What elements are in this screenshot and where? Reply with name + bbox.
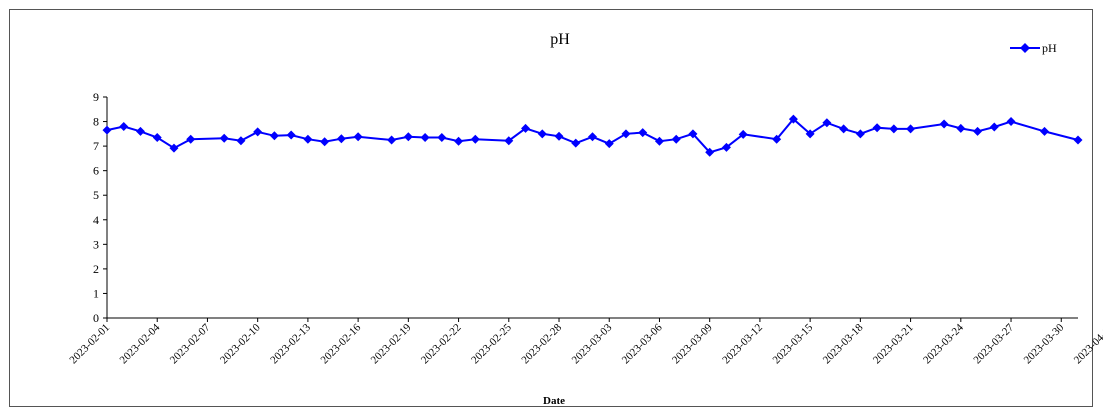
data-point-marker [169,143,179,153]
data-point-marker [721,142,731,152]
data-point-marker [671,134,681,144]
data-point-marker [906,124,916,134]
x-tick-label: 2023-03-15 [770,321,815,366]
x-tick-label: 2023-02-01 [67,322,112,367]
data-point-marker [621,129,631,139]
data-point-marker [236,136,246,146]
data-point-marker [855,129,865,139]
data-point-marker [403,132,413,142]
y-tick-label: 0 [93,311,99,325]
x-tick-label: 2023-03-12 [720,322,765,367]
data-point-marker [1073,135,1083,145]
data-point-marker [437,133,447,143]
data-point-marker [989,122,999,132]
x-tick-label: 2023-02-16 [318,321,363,366]
data-point-marker [872,123,882,133]
x-tick-label: 2023-02-28 [519,321,564,366]
data-point-marker [939,119,949,129]
data-point-marker [102,125,112,135]
y-tick-label: 3 [93,237,99,251]
x-tick-label: 2023-03-27 [971,321,1016,366]
data-point-marker [269,131,279,141]
data-point-marker [353,132,363,142]
chart-title: pH [550,31,570,48]
x-tick-label: 2023-03-24 [921,321,966,366]
data-point-marker [839,124,849,134]
x-tick-label: 2023-02-04 [118,321,163,366]
data-point-marker [772,134,782,144]
data-point-marker [286,130,296,140]
data-point-marker [688,129,698,139]
y-tick-label: 6 [93,164,99,178]
data-point-marker [805,129,815,139]
chart-frame [9,9,1093,407]
data-point-marker [571,138,581,148]
data-point-marker [219,133,229,143]
data-point-marker [705,147,715,157]
x-axis-title: Date [543,395,565,407]
axes [103,96,1078,322]
data-point-marker [303,134,313,144]
x-tick-label: 2023-03-18 [821,321,866,366]
data-point-marker [135,126,145,136]
x-tick-label: 2023-02-10 [218,321,263,366]
y-tick-label: 4 [93,213,99,227]
data-point-marker [554,131,564,141]
series-line-pH [106,117,1079,154]
y-tick-label: 7 [93,139,99,153]
data-point-marker [387,135,397,145]
data-point-marker [788,114,798,124]
data-point-marker [186,134,196,144]
x-tick-label: 2023-02-25 [469,321,514,366]
data-point-marker [604,139,614,149]
x-tick-label: 2023-03-30 [1022,321,1067,366]
data-point-marker [420,133,430,143]
data-point-marker [253,127,263,137]
x-tick-label: 2023-02-13 [268,321,313,366]
series-layer [102,114,1083,157]
data-point-marker [822,118,832,128]
legend-label: pH [1042,41,1057,55]
y-tick-label: 2 [93,262,99,276]
x-tick-label: 2023-03-09 [670,321,715,366]
legend-marker [1020,43,1030,53]
x-tick-label: 2023-02-07 [168,321,213,366]
data-point-marker [738,129,748,139]
x-tick-label: 2023-03-06 [620,321,665,366]
legend: pH [1010,41,1057,55]
y-tick-label: 8 [93,115,99,129]
x-tick-label: 2023-04-02 [1072,322,1103,367]
x-tick-label: 2023-02-22 [419,322,464,367]
data-point-marker [1006,117,1016,127]
x-tick-labels: 2023-02-01 2023-02-04 2023-02-07 2023-02-10… [67,321,1103,366]
data-point-marker [973,126,983,136]
x-tick-label: 2023-03-21 [871,322,916,367]
data-point-marker [336,134,346,144]
data-point-marker [152,133,162,143]
y-tick-labels: 0 1 2 3 4 5 6 7 8 9 [93,90,99,325]
data-point-marker [638,128,648,138]
x-tick-label: 2023-02-19 [369,321,414,366]
data-point-marker [504,136,514,146]
data-point-marker [454,136,464,146]
y-tick-label: 5 [93,188,99,202]
y-tick-label: 1 [93,286,99,300]
data-point-marker [320,137,330,147]
data-point-marker [588,132,597,142]
data-point-marker [119,121,129,131]
y-tick-label: 9 [93,90,99,104]
x-tick-label: 2023-03-03 [570,321,615,366]
data-point-marker [1040,126,1050,136]
data-point-marker [470,134,480,144]
data-point-marker [521,123,531,133]
data-point-marker [889,124,899,134]
data-point-marker [537,129,547,139]
data-point-marker [956,123,966,133]
data-point-marker [654,136,664,146]
